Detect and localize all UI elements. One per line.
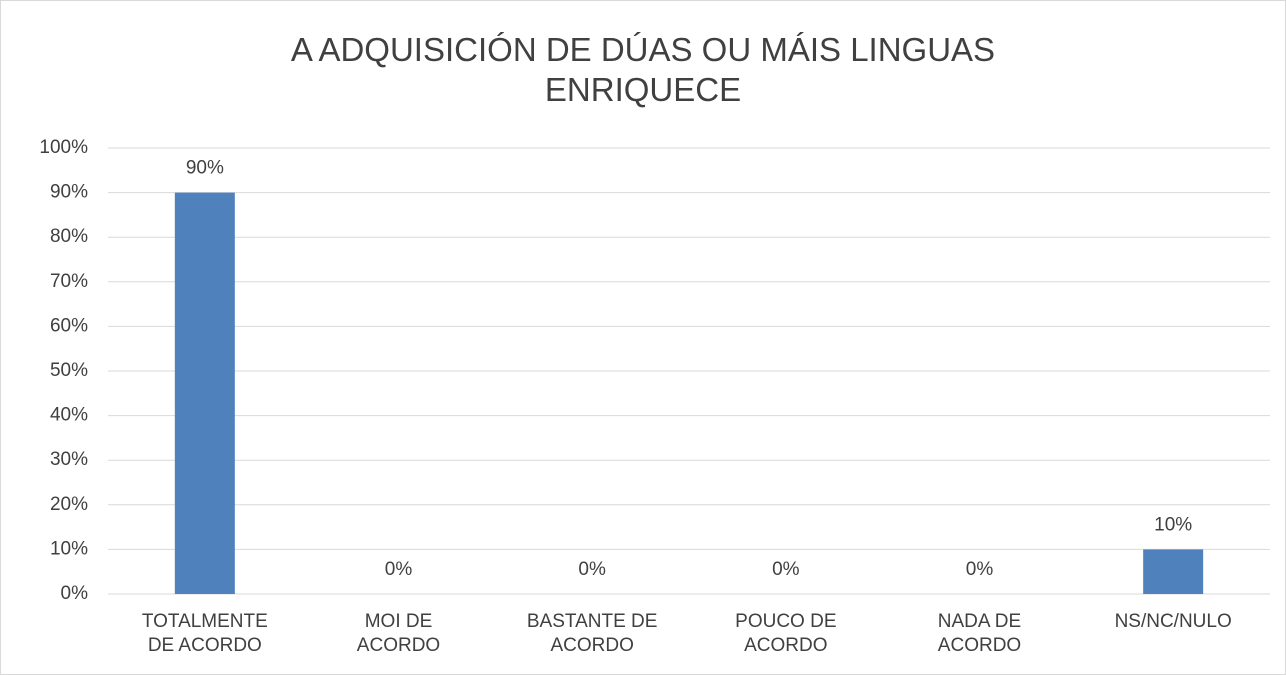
data-label: 0% [966, 559, 994, 580]
y-tick-label: 0% [61, 583, 89, 604]
x-tick-label: NS/NC/NULO [1114, 611, 1232, 632]
y-tick-label: 40% [50, 405, 88, 426]
y-tick-label: 80% [50, 226, 88, 247]
y-tick-label: 30% [50, 449, 88, 470]
data-label: 0% [772, 559, 800, 580]
data-label: 90% [186, 158, 224, 179]
y-tick-label: 70% [50, 271, 88, 292]
y-tick-label: 50% [50, 360, 88, 381]
data-label: 10% [1154, 514, 1192, 535]
y-tick-label: 90% [50, 182, 88, 203]
data-label: 0% [385, 559, 413, 580]
y-tick-label: 10% [50, 538, 88, 559]
data-label: 0% [578, 559, 606, 580]
bar [1143, 549, 1204, 594]
x-tick-label: NADA DE ACORDO [937, 611, 1022, 656]
y-tick-label: 20% [50, 494, 88, 515]
y-tick-label: 100% [39, 137, 88, 158]
y-tick-label: 60% [50, 315, 88, 336]
x-tick-label: MOI DE ACORDO [356, 611, 441, 656]
x-tick-label: BASTANTE DE ACORDO [526, 611, 658, 656]
x-tick-label: TOTALMENTE DE ACORDO [141, 611, 268, 656]
bar [174, 192, 235, 594]
chart-title: A ADQUISICIÓN DE DÚAS OU MÁIS LINGUAS EN… [290, 31, 996, 108]
x-tick-label: POUCO DE ACORDO [735, 611, 837, 656]
